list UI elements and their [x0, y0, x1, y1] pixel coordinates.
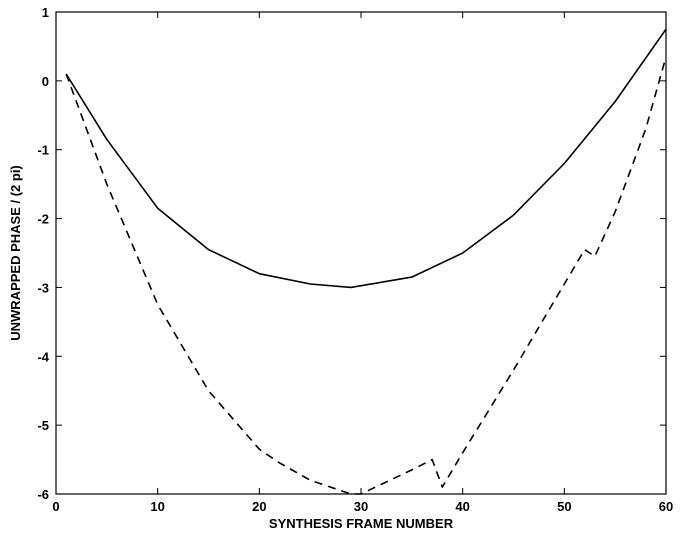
x-tick-label: 20 [252, 499, 266, 514]
y-tick-label: -1 [37, 143, 49, 158]
y-tick-label: 0 [42, 74, 49, 89]
y-tick-label: -3 [37, 280, 49, 295]
y-tick-label: 1 [42, 5, 49, 20]
x-tick-label: 30 [354, 499, 368, 514]
x-tick-label: 0 [52, 499, 59, 514]
x-axis-label: SYNTHESIS FRAME NUMBER [269, 516, 454, 531]
x-tick-label: 40 [455, 499, 469, 514]
y-tick-label: -4 [37, 349, 49, 364]
dashed-series-line [65, 56, 667, 495]
y-tick-label: -5 [37, 418, 49, 433]
solid-series-line [65, 28, 667, 289]
y-tick-label: -6 [37, 487, 49, 502]
series-layer [65, 28, 667, 495]
x-tick-label: 10 [150, 499, 164, 514]
x-tick-label: 60 [659, 499, 673, 514]
y-axis-label: UNWRAPPED PHASE / (2 pi) [8, 165, 23, 341]
x-tick-label: 50 [557, 499, 571, 514]
plot-area [55, 11, 667, 495]
y-tick-label: -2 [37, 212, 49, 227]
